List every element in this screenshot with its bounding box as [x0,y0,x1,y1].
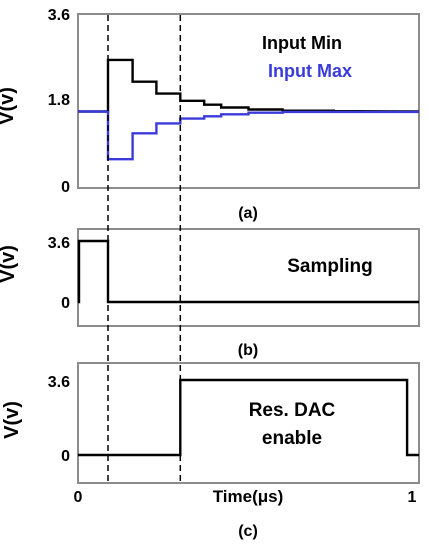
panel-a: V(v) 0 1.8 3.6 Input Min Input Max (a) [0,7,420,222]
dashed-timing-markers [107,15,182,482]
panel-c: V(v) 3.6 0 Res. DAC enable 0 1 Time(μs) … [1,362,420,540]
res-dac-annotation-line-1: Res. DAC [249,400,336,421]
panel-c-label: (c) [238,523,258,540]
x-tick-1: 1 [408,489,417,506]
panel-a-ylabel: V(v) [0,87,18,125]
panel-c-ytick-1: 3.6 [48,374,70,391]
panel-a-plot [78,58,420,161]
panel-c-ylabel: V(v) [1,401,23,439]
panel-b-ylabel: V(v) [0,245,19,283]
legend-input-max: Input Max [268,61,352,81]
panel-c-frame [77,362,420,484]
panel-b-ytick-1: 3.6 [48,235,70,252]
panel-b-ytick-0: 0 [61,295,70,312]
panel-c-plot [78,378,419,457]
series-line-panel-c-0 [78,378,419,457]
legend-input-min: Input Min [262,33,342,53]
panel-a-ytick-1: 1.8 [48,92,70,109]
panel-c-ytick-0: 0 [61,448,70,465]
panel-a-ytick-0: 0 [61,179,70,196]
panel-a-ytick-2: 3.6 [48,7,70,24]
x-axis-label: Time(μs) [213,487,284,506]
panel-b-plot [77,239,419,304]
sampling-annotation: Sampling [287,256,373,277]
x-tick-0: 0 [74,489,83,506]
panel-b: V(v) 3.6 0 Sampling (b) [0,228,420,359]
panel-a-frame [77,13,420,189]
panel-a-label: (a) [238,205,258,222]
res-dac-annotation-line-2: enable [262,428,322,449]
panel-b-frame [77,228,420,327]
series-line-panel-a-1 [78,110,419,161]
series-line-panel-a-0 [78,58,420,113]
panel-b-label: (b) [238,342,258,359]
series-line-panel-b-0 [77,239,419,304]
